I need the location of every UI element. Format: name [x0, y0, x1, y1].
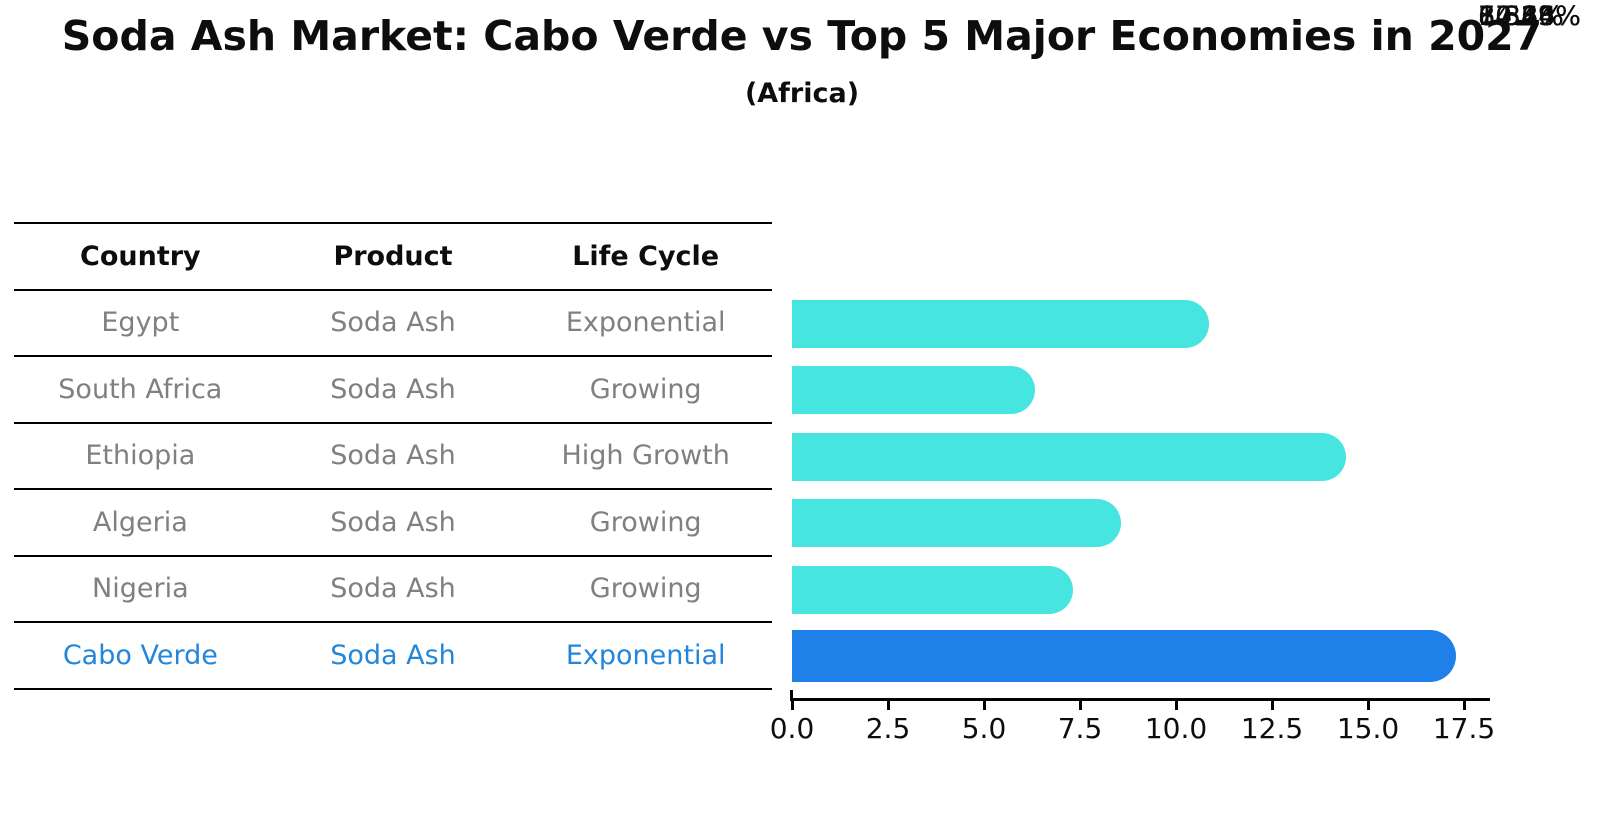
tick-mark [1367, 700, 1370, 710]
value-label: 7.32% [1478, 1, 1564, 32]
product-cell: Soda Ash [330, 373, 456, 405]
tick-mark [1175, 700, 1178, 710]
bar [792, 300, 1210, 348]
country-cell: Ethiopia [85, 440, 196, 472]
product-cell: Soda Ash [330, 307, 456, 339]
column-header-product: Product [333, 240, 453, 272]
tick-mark [1463, 700, 1466, 710]
table-row: Egypt Soda Ash Exponential [14, 291, 772, 357]
table-row: Ethiopia Soda Ash High Growth [14, 424, 772, 490]
tick-label: 0.0 [769, 712, 815, 745]
tick-mark [791, 700, 794, 710]
bar [792, 566, 1074, 614]
life-cycle-cell: Exponential [565, 307, 726, 339]
country-cell: South Africa [58, 373, 223, 405]
product-cell: Soda Ash [330, 506, 456, 538]
tick-mark [887, 700, 890, 710]
life-cycle-cell: Growing [589, 506, 702, 538]
country-cell: Algeria [92, 506, 188, 538]
product-cell: Soda Ash [330, 573, 456, 605]
column-header-life-cycle: Life Cycle [572, 240, 720, 272]
bar [792, 366, 1035, 414]
chart-title: Soda Ash Market: Cabo Verde vs Top 5 Maj… [61, 12, 1543, 60]
tick-label: 2.5 [865, 712, 911, 745]
value-label: 10.86% [1478, 1, 1581, 32]
tick-label: 12.5 [1240, 712, 1304, 745]
country-cell: Nigeria [92, 573, 189, 605]
tick-mark [1079, 700, 1082, 710]
chart-subtitle: (Africa) [744, 78, 860, 109]
table-row: Nigeria Soda Ash Growing [14, 557, 772, 623]
product-cell: Soda Ash [330, 440, 456, 472]
country-cell: Cabo Verde [62, 639, 218, 671]
life-cycle-cell: Growing [589, 573, 702, 605]
bar-highlighted [792, 630, 1456, 682]
tick-label: 15.0 [1336, 712, 1400, 745]
country-table: Country Product Life Cycle Egypt Soda As… [14, 222, 772, 690]
bar [792, 499, 1121, 547]
life-cycle-cell: High Growth [561, 440, 730, 472]
table-row: South Africa Soda Ash Growing [14, 357, 772, 424]
life-cycle-cell: Growing [589, 373, 702, 405]
table-row-highlighted: Cabo Verde Soda Ash Exponential [14, 623, 772, 690]
country-cell: Egypt [101, 307, 180, 339]
x-axis-line [790, 698, 1490, 701]
tick-label: 7.5 [1057, 712, 1103, 745]
product-cell: Soda Ash [330, 639, 456, 671]
tick-label: 10.0 [1144, 712, 1208, 745]
value-label: 14.44% [1478, 1, 1581, 32]
column-header-country: Country [80, 240, 201, 272]
value-label: 17.13% [1478, 1, 1581, 32]
table-row: Algeria Soda Ash Growing [14, 490, 772, 557]
bar [792, 433, 1347, 481]
tick-label: 17.5 [1432, 712, 1496, 745]
tick-label: 5.0 [961, 712, 1007, 745]
table-header-row: Country Product Life Cycle [14, 224, 772, 291]
value-label: 8.56% [1478, 1, 1564, 32]
tick-mark [1271, 700, 1274, 710]
value-label: 6.32% [1478, 1, 1564, 32]
axis-origin-stub [790, 690, 793, 700]
tick-mark [983, 700, 986, 710]
life-cycle-cell: Exponential [565, 639, 726, 671]
